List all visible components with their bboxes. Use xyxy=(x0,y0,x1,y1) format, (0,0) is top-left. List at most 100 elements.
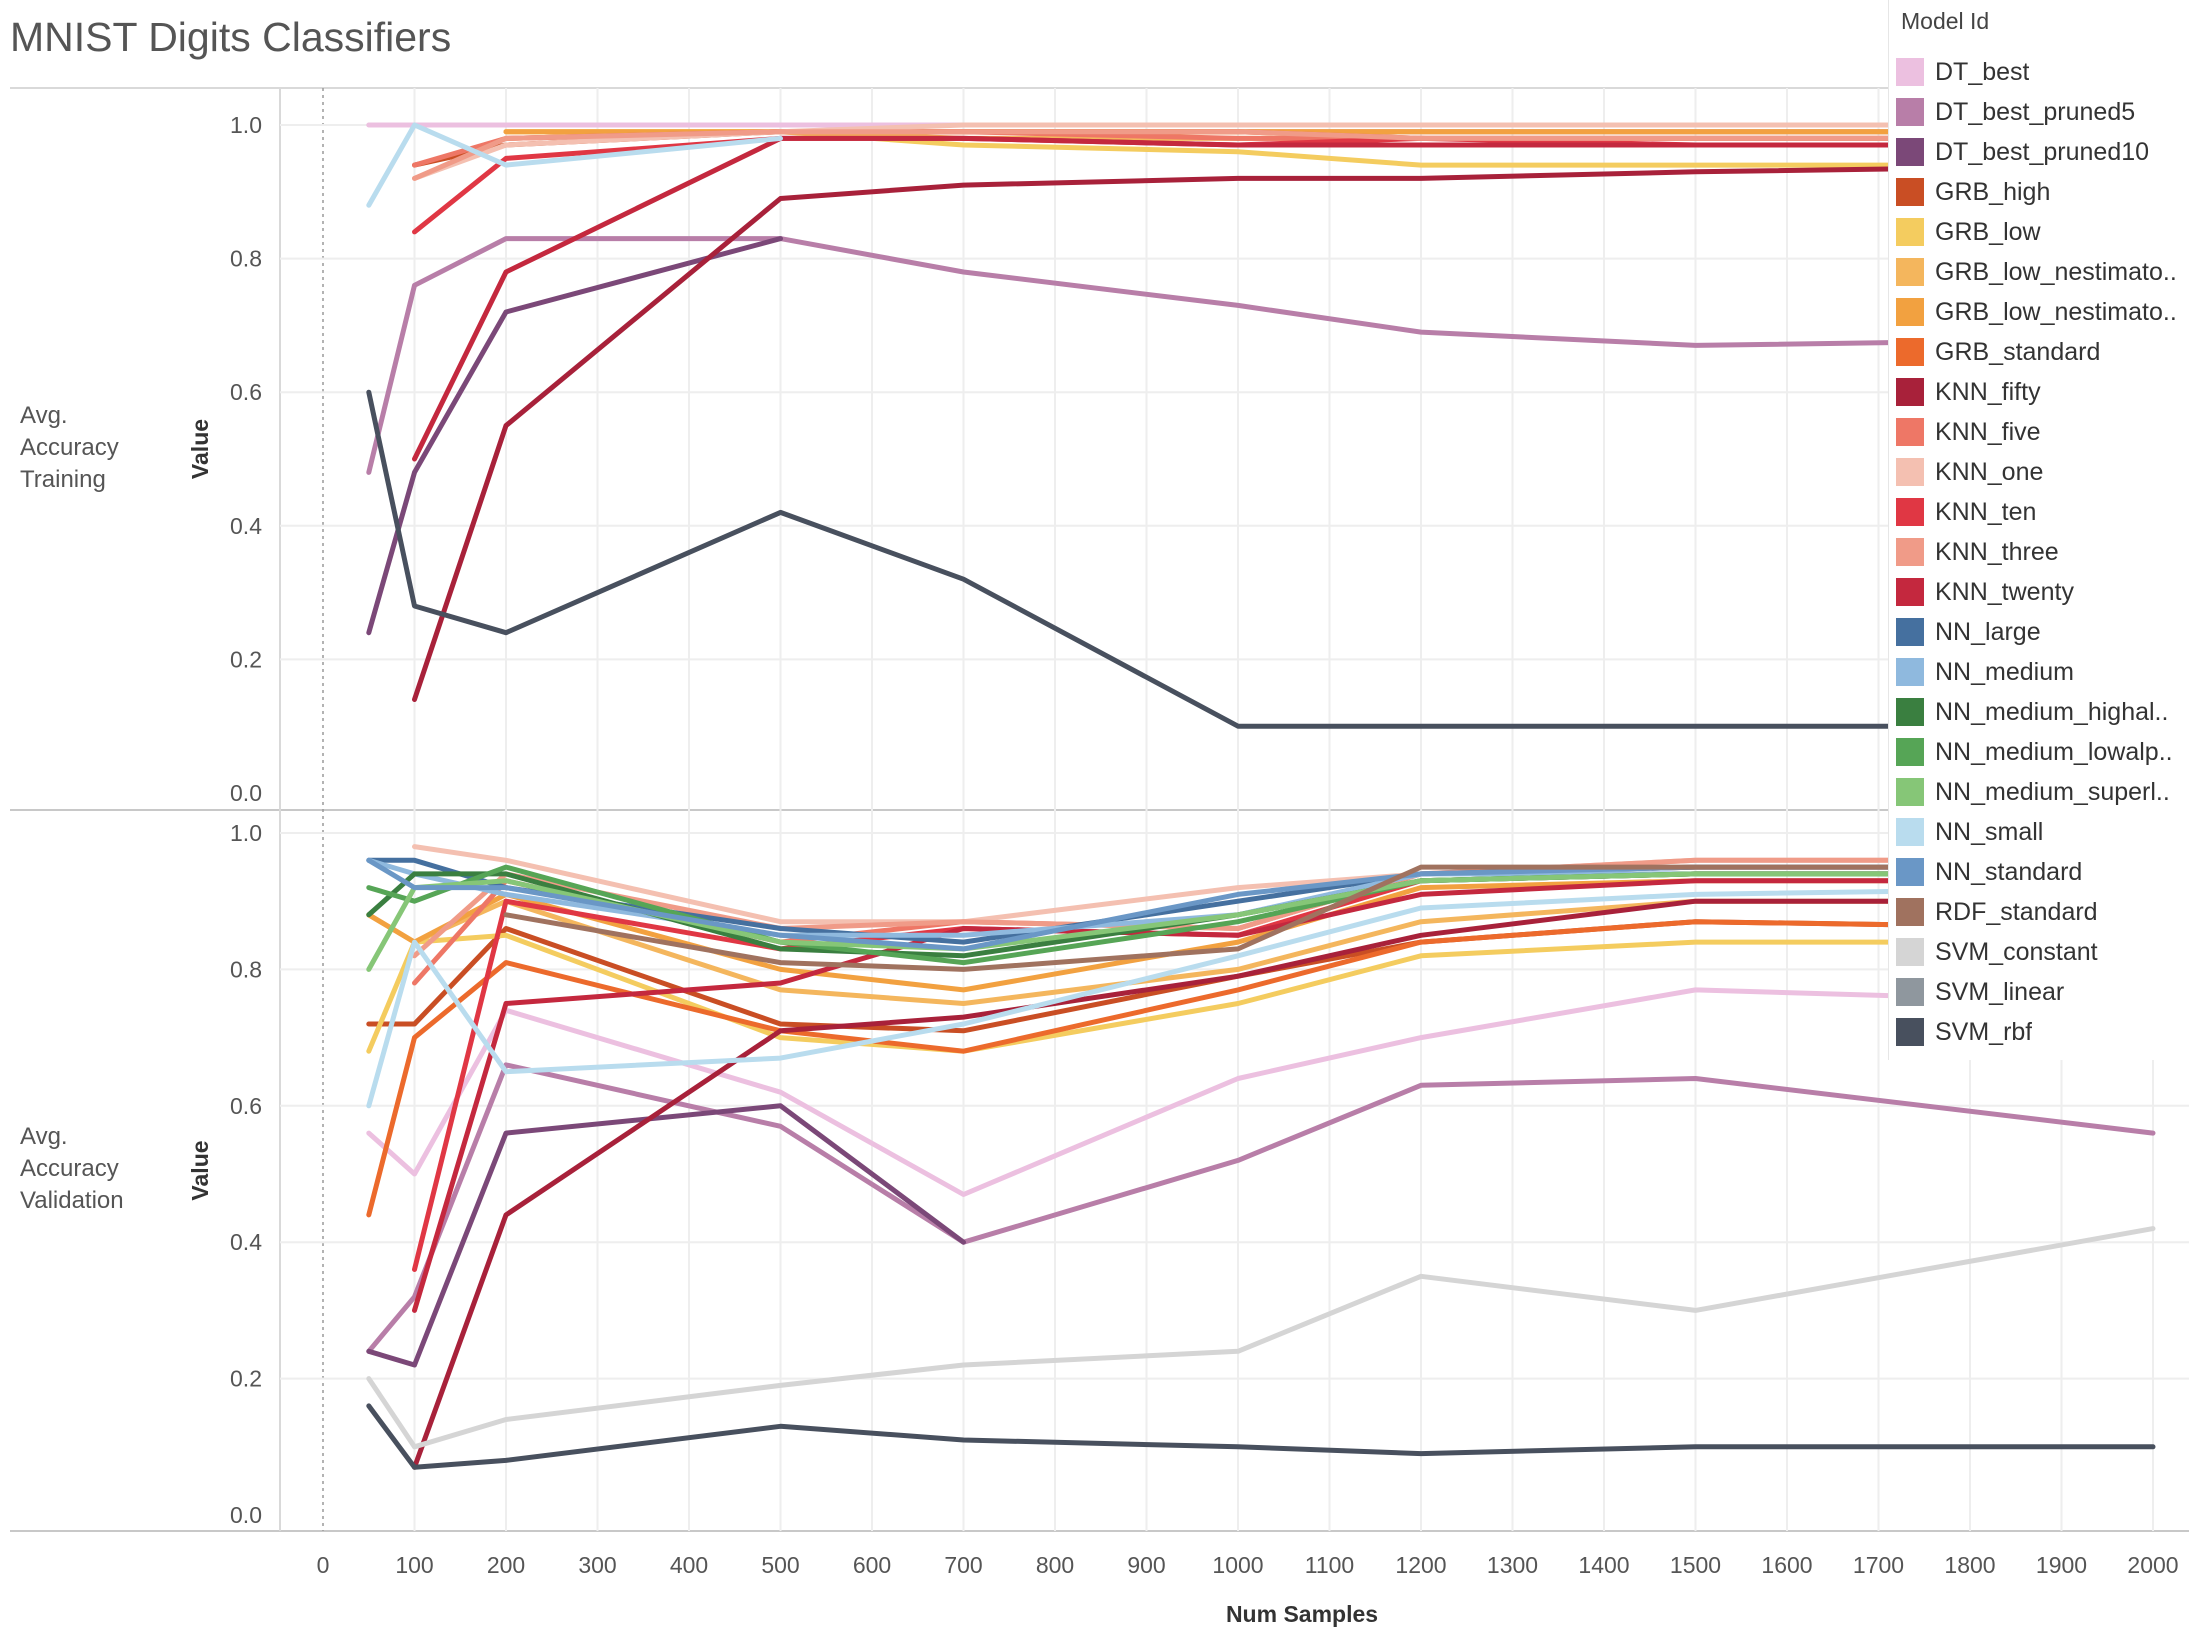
legend-item[interactable]: NN_small xyxy=(1889,812,2189,852)
legend-label: SVM_constant xyxy=(1935,937,2098,966)
legend-item[interactable]: SVM_constant xyxy=(1889,932,2189,972)
legend-label: DT_best_pruned5 xyxy=(1935,97,2136,126)
legend-label: NN_medium_lowalp.. xyxy=(1935,737,2173,766)
legend-swatch xyxy=(1896,138,1924,166)
series-line[interactable] xyxy=(412,129,2156,181)
legend-swatch xyxy=(1896,698,1924,726)
legend-item[interactable]: GRB_low_nestimato.. xyxy=(1889,252,2189,292)
chart-title: MNIST Digits Classifiers xyxy=(10,14,452,60)
series-line[interactable] xyxy=(366,389,2156,729)
series-line[interactable] xyxy=(366,1403,2156,1470)
legend-item[interactable]: RDF_standard xyxy=(1889,892,2189,932)
legend-swatch xyxy=(1896,1018,1924,1046)
legend-label: KNN_ten xyxy=(1935,497,2037,526)
x-tick-label: 600 xyxy=(853,1552,891,1578)
x-tick-label: 1500 xyxy=(1670,1552,1721,1578)
series-line[interactable] xyxy=(412,162,2156,702)
legend-item[interactable]: DT_best xyxy=(1889,52,2189,92)
legend-label: KNN_one xyxy=(1935,457,2044,486)
y-tick-label: 0.2 xyxy=(230,646,262,672)
x-tick-label: 1100 xyxy=(1305,1552,1354,1578)
series-line[interactable] xyxy=(366,987,2156,1197)
series-line[interactable] xyxy=(412,135,2156,462)
legend-swatch xyxy=(1896,898,1924,926)
legend-item[interactable]: DT_best_pruned10 xyxy=(1889,132,2189,172)
legend-label: NN_medium_superl.. xyxy=(1935,777,2170,806)
legend-item[interactable]: GRB_low_nestimato.. xyxy=(1889,292,2189,332)
series-line[interactable] xyxy=(366,919,2156,1218)
legend-swatch xyxy=(1896,338,1924,366)
legend-item[interactable]: GRB_low xyxy=(1889,212,2189,252)
row-label-validation-text: Avg. Accuracy Validation xyxy=(20,1123,124,1214)
legend-item[interactable]: KNN_one xyxy=(1889,452,2189,492)
series-line[interactable] xyxy=(366,1226,2156,1450)
legend-swatch xyxy=(1896,178,1924,206)
legend-swatch xyxy=(1896,458,1924,486)
legend-swatch xyxy=(1896,978,1924,1006)
legend-item[interactable]: KNN_twenty xyxy=(1889,572,2189,612)
series-line[interactable] xyxy=(366,885,2156,1109)
legend-item[interactable]: KNN_five xyxy=(1889,412,2189,452)
legend-item[interactable]: SVM_rbf xyxy=(1889,1012,2189,1052)
legend-item[interactable]: KNN_fifty xyxy=(1889,372,2189,412)
legend-label: KNN_twenty xyxy=(1935,577,2074,606)
x-tick-label: 400 xyxy=(670,1552,708,1578)
x-tick-label: 0 xyxy=(317,1552,330,1578)
legend-item[interactable]: GRB_high xyxy=(1889,172,2189,212)
legend-swatch xyxy=(1896,378,1924,406)
legend-swatch xyxy=(1896,538,1924,566)
legend-item[interactable]: DT_best_pruned5 xyxy=(1889,92,2189,132)
legend-item[interactable]: NN_large xyxy=(1889,612,2189,652)
x-tick-label: 900 xyxy=(1127,1552,1165,1578)
legend-swatch xyxy=(1896,298,1924,326)
legend-swatch xyxy=(1896,618,1924,646)
x-tick-label: 1600 xyxy=(1761,1552,1812,1578)
series-line[interactable] xyxy=(412,898,2156,1470)
series-line[interactable] xyxy=(366,236,783,636)
legend-swatch xyxy=(1896,858,1924,886)
series-line[interactable] xyxy=(412,122,2156,181)
x-tick-label: 1900 xyxy=(2036,1552,2087,1578)
series-line[interactable] xyxy=(366,236,2156,475)
x-tick-label: 1200 xyxy=(1395,1552,1446,1578)
legend-item[interactable]: NN_medium_superl.. xyxy=(1889,772,2189,812)
legend-swatch xyxy=(1896,778,1924,806)
legend-label: NN_standard xyxy=(1935,857,2083,886)
legend-swatch xyxy=(1896,818,1924,846)
legend-swatch xyxy=(1896,498,1924,526)
x-tick-label: 100 xyxy=(395,1552,433,1578)
x-tick-label: 2000 xyxy=(2127,1552,2178,1578)
y-tick-label: 0.0 xyxy=(230,1502,262,1528)
legend-item[interactable]: NN_medium_highal.. xyxy=(1889,692,2189,732)
legend-swatch xyxy=(1896,658,1924,686)
legend-label: KNN_three xyxy=(1935,537,2059,566)
legend-swatch xyxy=(1896,418,1924,446)
legend-item[interactable]: NN_standard xyxy=(1889,852,2189,892)
row-label-training-text: Avg. Accuracy Training xyxy=(20,402,119,493)
legend-item[interactable]: NN_medium_lowalp.. xyxy=(1889,732,2189,772)
legend-label: GRB_standard xyxy=(1935,337,2101,366)
series-line[interactable] xyxy=(503,864,2156,972)
legend-item[interactable]: NN_medium xyxy=(1889,652,2189,692)
y-tick-label: 1.0 xyxy=(230,112,262,138)
legend-swatch xyxy=(1896,58,1924,86)
legend-label: KNN_fifty xyxy=(1935,377,2041,406)
legend-item[interactable]: KNN_three xyxy=(1889,532,2189,572)
row-label-training: Avg. Accuracy Training xyxy=(20,400,119,496)
y-tick-label: 0.4 xyxy=(230,1229,262,1255)
y-tick-label: 0.8 xyxy=(230,246,262,272)
row-label-validation: Avg. Accuracy Validation xyxy=(20,1121,124,1217)
legend-item[interactable]: KNN_ten xyxy=(1889,492,2189,532)
series-line[interactable] xyxy=(366,1103,966,1368)
legend-item[interactable]: GRB_standard xyxy=(1889,332,2189,372)
series-line[interactable] xyxy=(366,122,783,208)
legend-label: SVM_rbf xyxy=(1935,1017,2033,1046)
legend-item[interactable]: SVM_linear xyxy=(1889,972,2189,1012)
legend-label: KNN_five xyxy=(1935,417,2041,446)
series-line[interactable] xyxy=(366,1062,2156,1354)
legend-title: Model Id xyxy=(1901,8,1990,34)
y-tick-label: 1.0 xyxy=(230,820,262,846)
legend-label: GRB_high xyxy=(1935,177,2051,206)
legend-label: NN_large xyxy=(1935,617,2041,646)
